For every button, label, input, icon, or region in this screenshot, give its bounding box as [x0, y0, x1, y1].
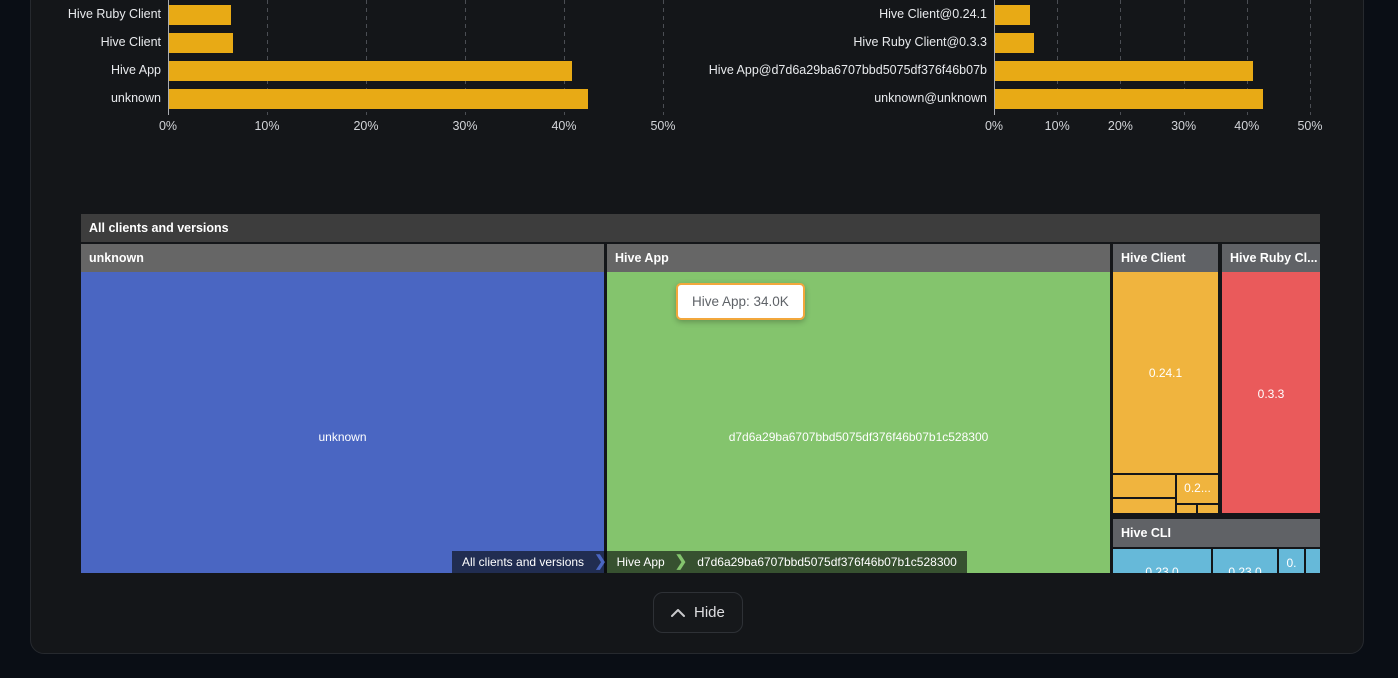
cell-hive-cli-small[interactable]	[1306, 549, 1320, 573]
x-axis-tick-label: 30%	[452, 119, 478, 133]
cell-hive-client-tiny-1[interactable]	[1177, 505, 1196, 513]
y-axis-category-label: Hive Ruby Client	[67, 7, 161, 21]
bar[interactable]	[169, 61, 572, 81]
cell-hive-app-version[interactable]: d7d6a29ba6707bbd5075df376f46b07b1c528300	[607, 272, 1110, 573]
section-header-hive-app[interactable]: Hive App	[607, 244, 1110, 272]
cell-hive-cli-0-23-0-b[interactable]: 0.23.0	[1213, 549, 1277, 573]
gridline	[564, 0, 565, 115]
treemap-breadcrumb: All clients and versions ❯ Hive App ❯ d7d6a2…	[452, 551, 967, 573]
cell-hive-cli-0-23-0-a[interactable]: 0.23.0	[1113, 549, 1211, 573]
x-axis-tick-label: 10%	[1044, 119, 1070, 133]
bar[interactable]	[995, 33, 1035, 53]
section-header-hive-cli[interactable]: Hive CLI	[1113, 519, 1320, 547]
y-axis-category-label: unknown@unknown	[874, 91, 987, 105]
clients-share-bar-chart: 0% 10% 20% 30% 40% 50% Hive Ruby Client Hive Cl…	[0, 0, 1398, 140]
bar[interactable]	[995, 61, 1253, 81]
cell-label: 0.	[1286, 556, 1297, 570]
section-header-hive-ruby-client[interactable]: Hive Ruby Cl...	[1222, 244, 1320, 272]
chevron-up-icon	[671, 608, 685, 617]
x-axis-tick-label: 20%	[1107, 119, 1133, 133]
gridline	[267, 0, 268, 115]
y-axis-line	[994, 0, 995, 115]
cell-hive-cli-0[interactable]: 0.	[1279, 549, 1304, 573]
breadcrumb-item[interactable]: All clients and versions	[462, 555, 585, 569]
bar[interactable]	[995, 89, 1263, 109]
gridline	[1310, 0, 1311, 115]
x-axis-tick-label: 40%	[551, 119, 577, 133]
cell-hive-client-0-24-1[interactable]: 0.24.1	[1113, 272, 1218, 473]
cell-label: 0.3.3	[1257, 387, 1285, 401]
y-axis-category-label: Hive App	[110, 63, 161, 77]
y-axis-category-label: Hive Client@0.24.1	[879, 7, 987, 21]
treemap-tooltip: Hive App: 34.0K	[676, 283, 805, 320]
cell-label: 0.23.0	[1228, 565, 1262, 573]
treemap-title-header: All clients and versions	[81, 214, 1320, 242]
clients-versions-treemap: All clients and versions unknown unknown Hi…	[81, 214, 1320, 573]
x-axis-tick-label: 0%	[984, 119, 1004, 133]
bar[interactable]	[169, 5, 232, 25]
y-axis-category-label: Hive App@d7d6a29ba6707bbd5075df376f46b07…	[708, 63, 987, 77]
chevron-right-icon: ❯	[594, 553, 607, 570]
cell-hive-ruby-client-0-3-3[interactable]: 0.3.3	[1222, 272, 1320, 513]
cell-label: 0.23.0	[1145, 565, 1179, 573]
x-axis-tick-label: 10%	[254, 119, 280, 133]
section-header-hive-client[interactable]: Hive Client	[1113, 244, 1218, 272]
gridline	[663, 0, 664, 115]
gridline	[1246, 0, 1248, 115]
cell-label: 0.24.1	[1148, 366, 1183, 380]
x-axis-tick-label: 30%	[1171, 119, 1197, 133]
cell-hive-client-small-1[interactable]	[1113, 475, 1175, 497]
cell-label: 0.2...	[1184, 481, 1211, 495]
bar[interactable]	[169, 89, 588, 109]
client-versions-share-bar-chart: 0% 10% 20% 30% 40% 50% Hive Client@0.24.1 Hive …	[0, 0, 1398, 140]
cell-hive-client-0-2[interactable]: 0.2...	[1177, 475, 1218, 503]
chevron-right-icon: ❯	[674, 553, 688, 570]
bar[interactable]	[169, 33, 234, 53]
hide-button[interactable]: Hide	[653, 592, 743, 633]
cell-label: unknown	[318, 430, 367, 444]
gridline	[1057, 0, 1059, 115]
cell-unknown[interactable]: unknown	[81, 272, 604, 573]
gridline	[1120, 0, 1122, 115]
y-axis-line	[168, 0, 169, 115]
cell-hive-client-small-2[interactable]	[1113, 499, 1175, 513]
cell-hive-client-tiny-2[interactable]	[1198, 505, 1218, 513]
y-axis-category-label: unknown	[110, 91, 161, 105]
hide-button-label: Hide	[694, 604, 725, 621]
y-axis-category-label: Hive Client	[100, 35, 161, 49]
tooltip-text: Hive App: 34.0K	[692, 294, 789, 309]
gridline	[1183, 0, 1185, 115]
section-header-unknown[interactable]: unknown	[81, 244, 604, 272]
x-axis-tick-label: 20%	[353, 119, 379, 133]
x-axis-tick-label: 0%	[158, 119, 178, 133]
y-axis-category-label: Hive Ruby Client@0.3.3	[853, 35, 987, 49]
breadcrumb-item[interactable]: d7d6a29ba6707bbd5075df376f46b07b1c528300	[697, 555, 957, 569]
bar[interactable]	[995, 5, 1030, 25]
x-axis-tick-label: 50%	[1297, 119, 1323, 133]
cell-label: d7d6a29ba6707bbd5075df376f46b07b1c528300	[728, 430, 989, 444]
gridline	[465, 0, 466, 115]
x-axis-tick-label: 40%	[1234, 119, 1260, 133]
x-axis-tick-label: 50%	[650, 119, 676, 133]
breadcrumb-item[interactable]: Hive App	[616, 555, 665, 569]
gridline	[366, 0, 367, 115]
